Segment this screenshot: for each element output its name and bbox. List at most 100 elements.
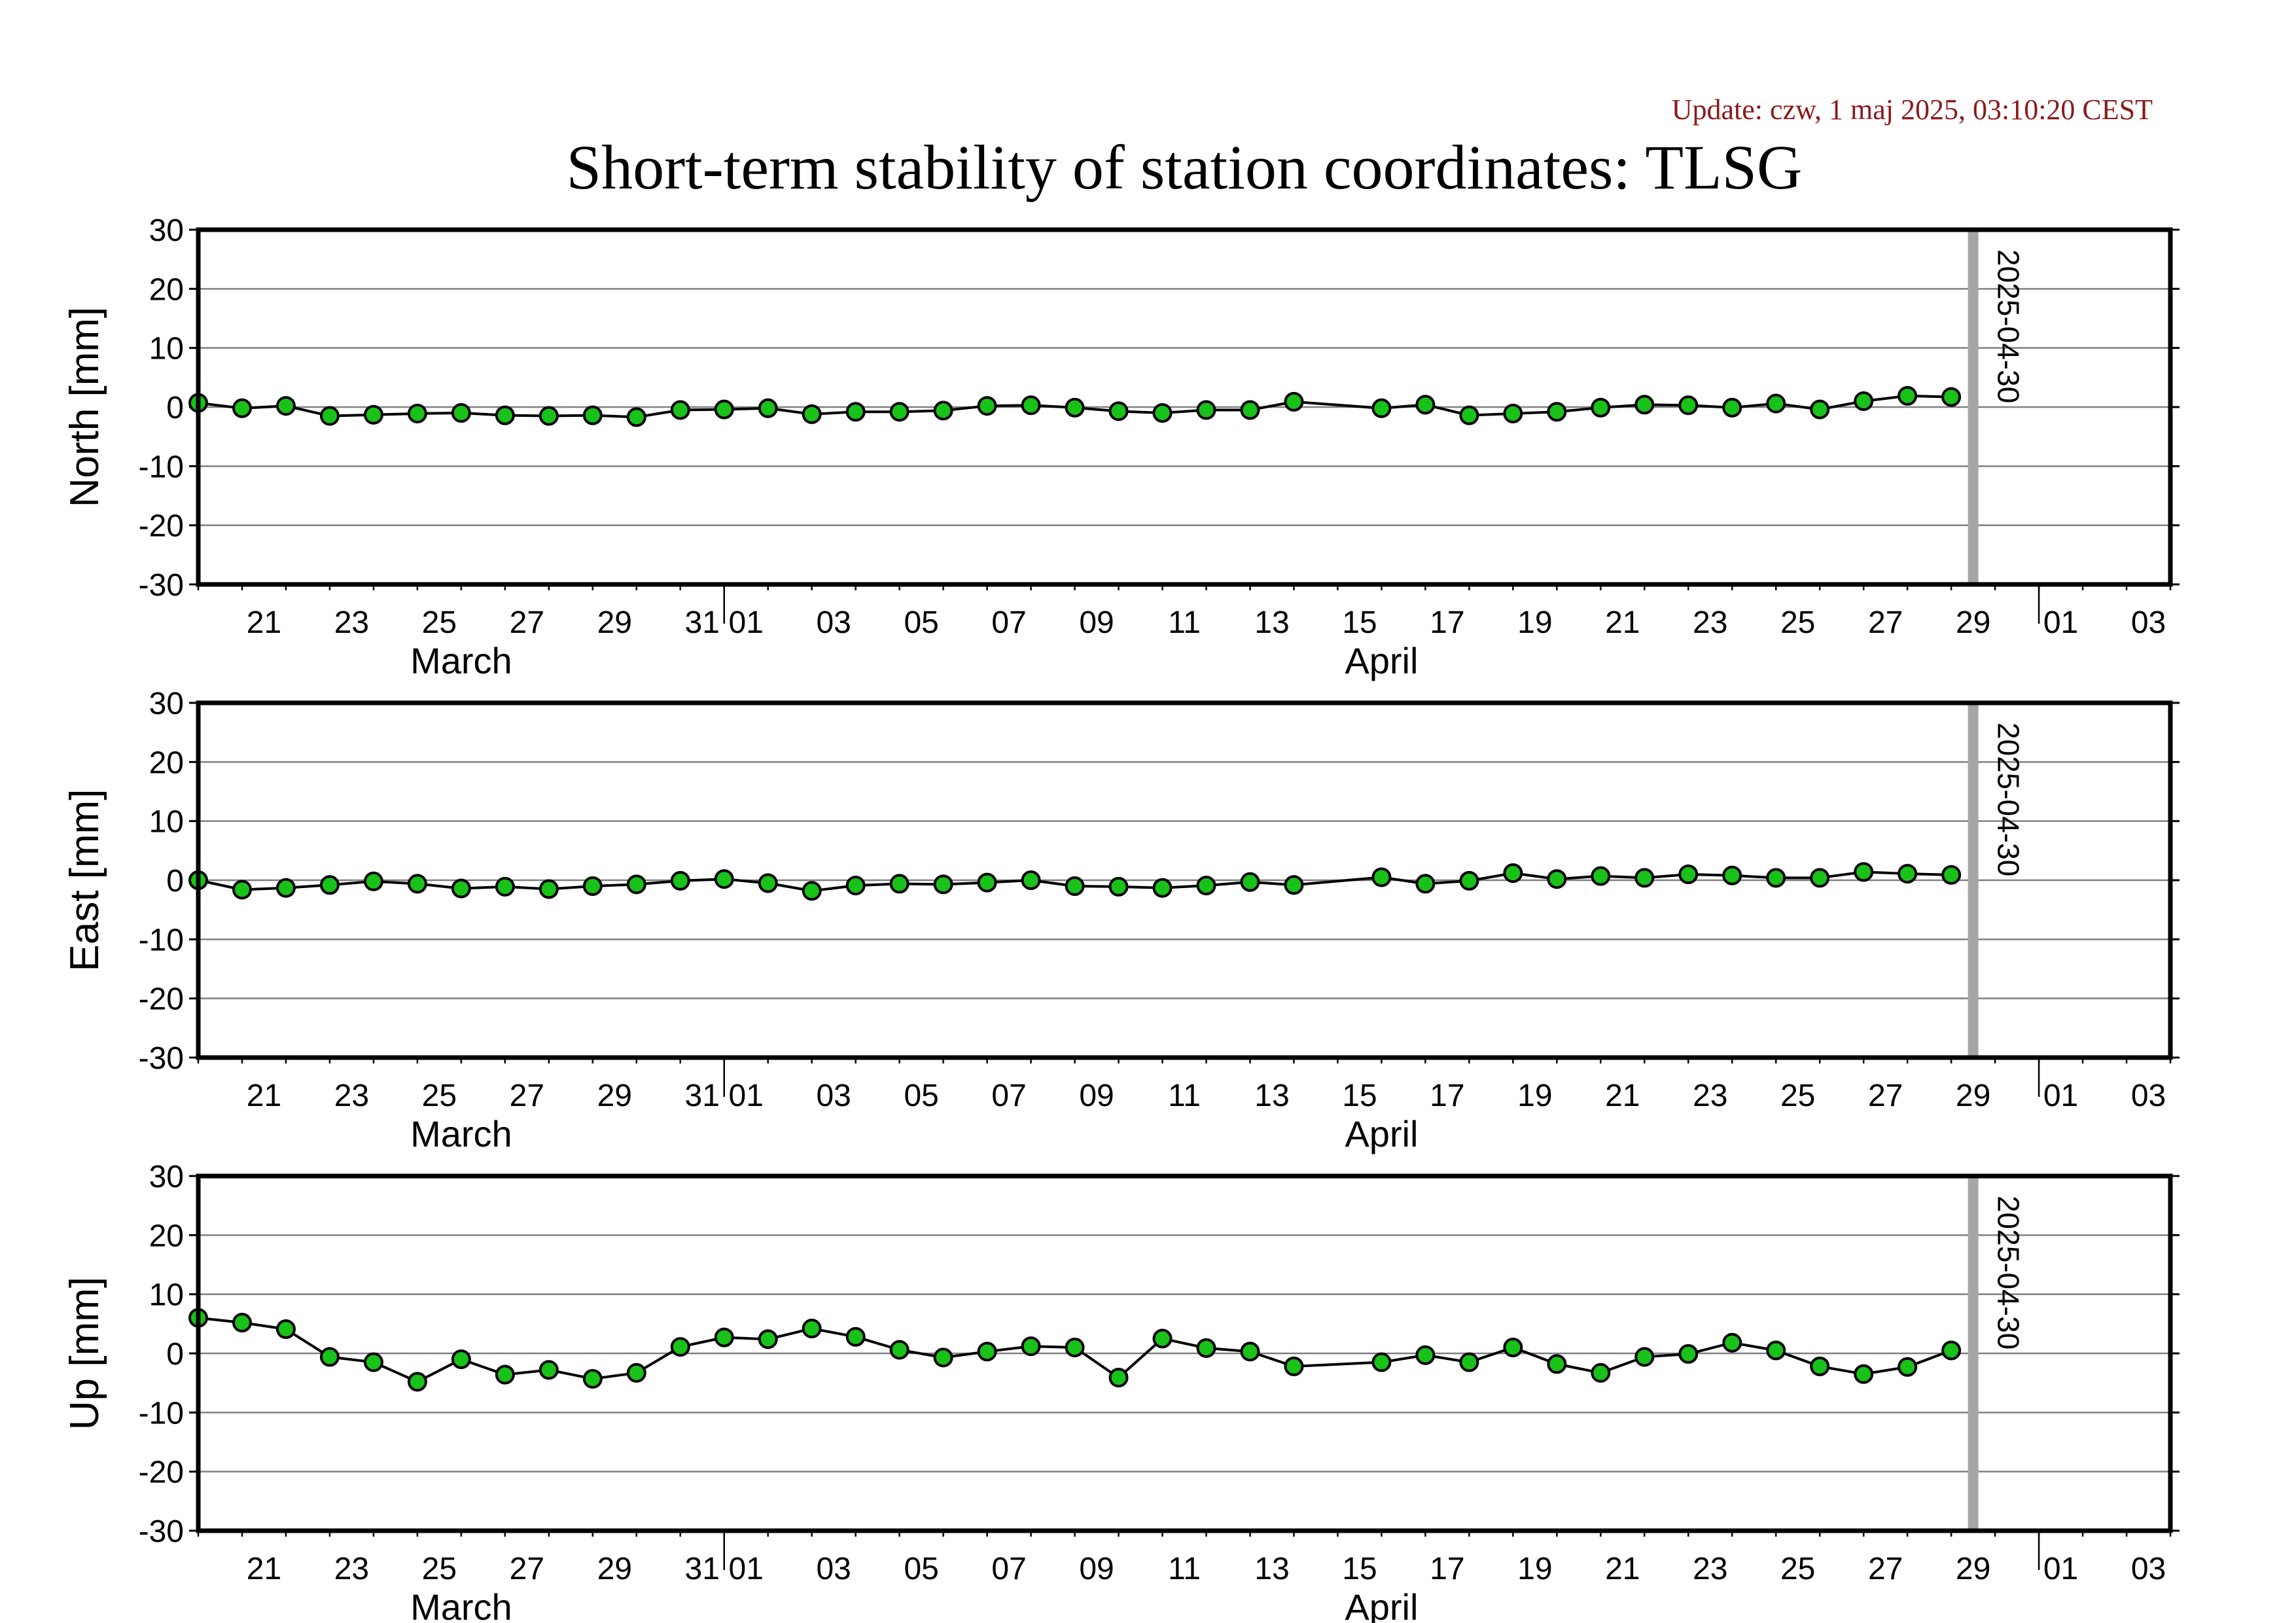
data-point	[1678, 1344, 1699, 1364]
data-point	[1021, 870, 1041, 890]
x-tick-label: 21	[1605, 1552, 1640, 1586]
data-point	[1634, 1347, 1655, 1367]
chart-title: Short-term stability of station coordina…	[567, 132, 1803, 202]
x-tick-label: 25	[422, 605, 457, 640]
data-point	[933, 1347, 953, 1368]
data-point	[1634, 395, 1655, 415]
x-tick-label: 29	[597, 605, 632, 640]
y-tick-label: 10	[149, 1278, 184, 1313]
data-point	[1941, 865, 1962, 885]
x-tick-label: 01	[2043, 605, 2078, 640]
x-tick-label: 03	[816, 1552, 851, 1586]
data-point	[451, 403, 471, 423]
data-point	[582, 405, 603, 425]
panel-2: 2025-04-30 30 20 10 0 -10 -20 -30 East [mm] 21 23 2…	[62, 687, 2180, 1154]
x-tick-label: 07	[991, 605, 1026, 640]
x-tick-label: 11	[1168, 1079, 1201, 1113]
data-point	[1547, 869, 1567, 889]
x-tick-label: 29	[1956, 605, 1990, 640]
data-point	[889, 402, 910, 422]
current-date-label: 2025-04-30	[1992, 249, 2026, 403]
x-tick-label: 05	[904, 1552, 938, 1586]
x-tick-label: 17	[1430, 1552, 1464, 1586]
x-tick-label: 15	[1342, 1079, 1377, 1113]
data-point	[1854, 862, 1874, 882]
data-point	[407, 1372, 427, 1392]
data-point	[933, 874, 953, 895]
x-tick-label: 09	[1079, 605, 1114, 640]
data-point	[1678, 864, 1699, 884]
data-point	[1196, 876, 1216, 896]
x-tick-label: 21	[247, 1079, 281, 1113]
x-tick-label: 01	[2043, 1552, 2078, 1586]
x-tick-label: 27	[1868, 605, 1903, 640]
x-tick-label: 23	[334, 1079, 369, 1113]
y-tick-label: -30	[139, 1041, 184, 1076]
x-tick-label: 07	[991, 1552, 1026, 1586]
data-point	[802, 404, 822, 424]
data-point	[1108, 876, 1129, 897]
data-point	[1634, 868, 1655, 888]
data-point	[1591, 397, 1611, 418]
data-point	[1459, 405, 1479, 425]
x-tick-label: 31	[685, 605, 720, 640]
month-label: April	[1345, 1113, 1418, 1154]
x-tick-label: 31	[685, 1079, 720, 1113]
data-point	[539, 1360, 559, 1380]
panel-3: 2025-04-30 30 20 10 0 -10 -20 -30 Up [mm] 21 23 25 2…	[62, 1160, 2180, 1623]
data-point	[626, 1363, 646, 1383]
data-point	[1941, 387, 1962, 407]
x-tick-label: 31	[685, 1552, 720, 1586]
x-tick-label: 07	[991, 1079, 1026, 1113]
x-tick-label: 25	[1780, 1079, 1815, 1113]
data-point	[802, 881, 822, 901]
data-point	[977, 872, 997, 893]
data-point	[1152, 403, 1173, 423]
panels-group: 2025-04-30 30 20 10 0 -10 -20 -30 North [mm] 21 23…	[62, 213, 2180, 1623]
x-tick-label: 15	[1342, 1552, 1377, 1586]
x-tick-label: 25	[1780, 605, 1815, 640]
current-date-label: 2025-04-30	[1992, 1196, 2026, 1349]
data-point	[1591, 866, 1611, 886]
data-point	[1591, 1363, 1611, 1383]
x-tick-label: 15	[1342, 605, 1377, 640]
x-tick-label: 21	[1605, 1079, 1640, 1113]
data-point	[451, 1349, 471, 1370]
data-point	[232, 398, 252, 418]
x-tick-label: 03	[816, 1079, 851, 1113]
y-tick-label: 20	[149, 272, 184, 307]
x-tick-label: 21	[1605, 605, 1640, 640]
x-tick-label: 13	[1254, 1552, 1289, 1586]
y-tick-label: -10	[139, 1396, 184, 1431]
data-point	[714, 869, 734, 889]
data-point	[845, 1327, 866, 1347]
x-tick-label: 29	[1956, 1079, 1990, 1113]
data-point	[275, 396, 296, 416]
data-point	[1898, 1357, 1918, 1377]
data-point	[1065, 876, 1085, 897]
x-tick-label: 13	[1254, 1079, 1289, 1113]
data-point	[1152, 878, 1173, 898]
series-line	[198, 870, 1952, 893]
data-point	[1810, 399, 1830, 419]
current-date-label: 2025-04-30	[1992, 722, 2026, 876]
x-tick-label: 19	[1517, 1079, 1552, 1113]
data-point	[1371, 867, 1392, 887]
data-point	[889, 1340, 910, 1360]
data-point	[275, 878, 296, 898]
x-tick-label: 29	[597, 1079, 632, 1113]
y-axis-label: Up [mm]	[62, 1277, 107, 1430]
data-point	[1941, 1340, 1962, 1361]
x-tick-label: 19	[1517, 605, 1552, 640]
x-tick-label: 03	[2131, 605, 2166, 640]
data-point	[1898, 385, 1918, 406]
x-tick-label: 01	[2043, 1079, 2078, 1113]
y-tick-label: -30	[139, 568, 184, 603]
x-tick-label: 27	[510, 1079, 544, 1113]
x-tick-label: 27	[510, 605, 544, 640]
data-point	[1284, 875, 1304, 895]
x-tick-label: 23	[334, 1552, 369, 1586]
data-point	[539, 406, 559, 426]
data-point	[977, 1342, 997, 1362]
x-tick-label: 27	[1868, 1079, 1903, 1113]
